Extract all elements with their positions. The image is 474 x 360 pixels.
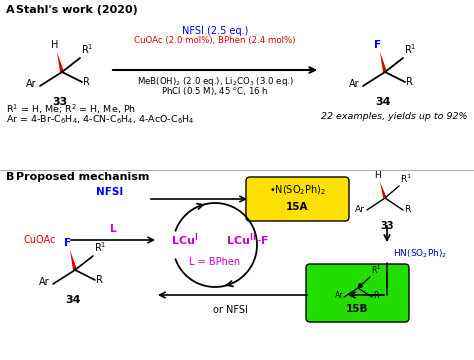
FancyBboxPatch shape (306, 264, 409, 322)
Text: F: F (374, 40, 382, 50)
Text: R$^1$: R$^1$ (404, 42, 417, 56)
Text: or NFSI: or NFSI (212, 305, 247, 315)
Text: LCu$^\mathregular{II}$–F: LCu$^\mathregular{II}$–F (226, 232, 270, 248)
Text: 33: 33 (380, 221, 394, 231)
Text: H: H (51, 40, 59, 50)
Polygon shape (380, 52, 387, 72)
Text: PhCl (0.5 M), 45 $^o$C, 16 h: PhCl (0.5 M), 45 $^o$C, 16 h (161, 85, 269, 97)
Text: LCu$^\mathregular{I}$: LCu$^\mathregular{I}$ (171, 232, 199, 248)
Text: CuOAc: CuOAc (24, 235, 56, 245)
Text: R: R (404, 204, 410, 213)
Text: CuOAc (2.0 mol%), BPhen (2.4 mol%): CuOAc (2.0 mol%), BPhen (2.4 mol%) (134, 36, 296, 45)
Text: 22 examples, yields up to 92%: 22 examples, yields up to 92% (321, 112, 468, 121)
Text: L = BPhen: L = BPhen (190, 257, 241, 267)
Text: R$^1$: R$^1$ (94, 240, 107, 254)
Text: 34: 34 (65, 295, 81, 305)
Text: 33: 33 (52, 97, 68, 107)
Text: R: R (406, 77, 413, 87)
Text: H: H (374, 171, 382, 180)
Text: Ar: Ar (355, 204, 365, 213)
Text: Ar: Ar (349, 79, 360, 89)
Text: 15A: 15A (286, 202, 309, 212)
Text: R$^1$: R$^1$ (400, 172, 412, 185)
Text: MeB(OH)$_2$ (2.0 eq.), Li$_2$CO$_3$ (3.0 eq.): MeB(OH)$_2$ (2.0 eq.), Li$_2$CO$_3$ (3.0… (137, 75, 293, 88)
Polygon shape (57, 52, 64, 72)
Polygon shape (380, 182, 387, 198)
Text: HN(SO$_2$Ph)$_2$: HN(SO$_2$Ph)$_2$ (393, 248, 447, 261)
Text: R$^1$ = H, Me; R$^2$ = H, Me, Ph: R$^1$ = H, Me; R$^2$ = H, Me, Ph (6, 102, 136, 116)
Text: Stahl's work (2020): Stahl's work (2020) (16, 5, 138, 15)
Text: Ar: Ar (39, 277, 50, 287)
Polygon shape (70, 250, 77, 270)
FancyBboxPatch shape (246, 177, 349, 221)
Text: NFSI (2.5 eq.): NFSI (2.5 eq.) (182, 26, 248, 36)
Text: R$^1$: R$^1$ (371, 264, 381, 276)
Text: NFSI: NFSI (96, 187, 124, 197)
Text: 15B: 15B (346, 304, 369, 314)
Text: R: R (96, 275, 103, 285)
Text: Ar: Ar (27, 79, 37, 89)
Text: R: R (83, 77, 90, 87)
Text: F: F (64, 238, 72, 248)
Text: B: B (6, 172, 14, 182)
Text: •N(SO$_2$Ph)$_2$: •N(SO$_2$Ph)$_2$ (269, 183, 326, 197)
Text: A: A (6, 5, 15, 15)
Text: Proposed mechanism: Proposed mechanism (16, 172, 149, 182)
Text: R: R (373, 292, 378, 301)
Text: R$^1$: R$^1$ (81, 42, 93, 56)
Text: Ar: Ar (335, 292, 343, 301)
Text: Ar = 4-Br-C$_6$H$_4$, 4-CN-C$_6$H$_4$, 4-AcO-C$_6$H$_4$: Ar = 4-Br-C$_6$H$_4$, 4-CN-C$_6$H$_4$, 4… (6, 113, 195, 126)
Text: L: L (109, 224, 116, 234)
Text: 34: 34 (375, 97, 391, 107)
